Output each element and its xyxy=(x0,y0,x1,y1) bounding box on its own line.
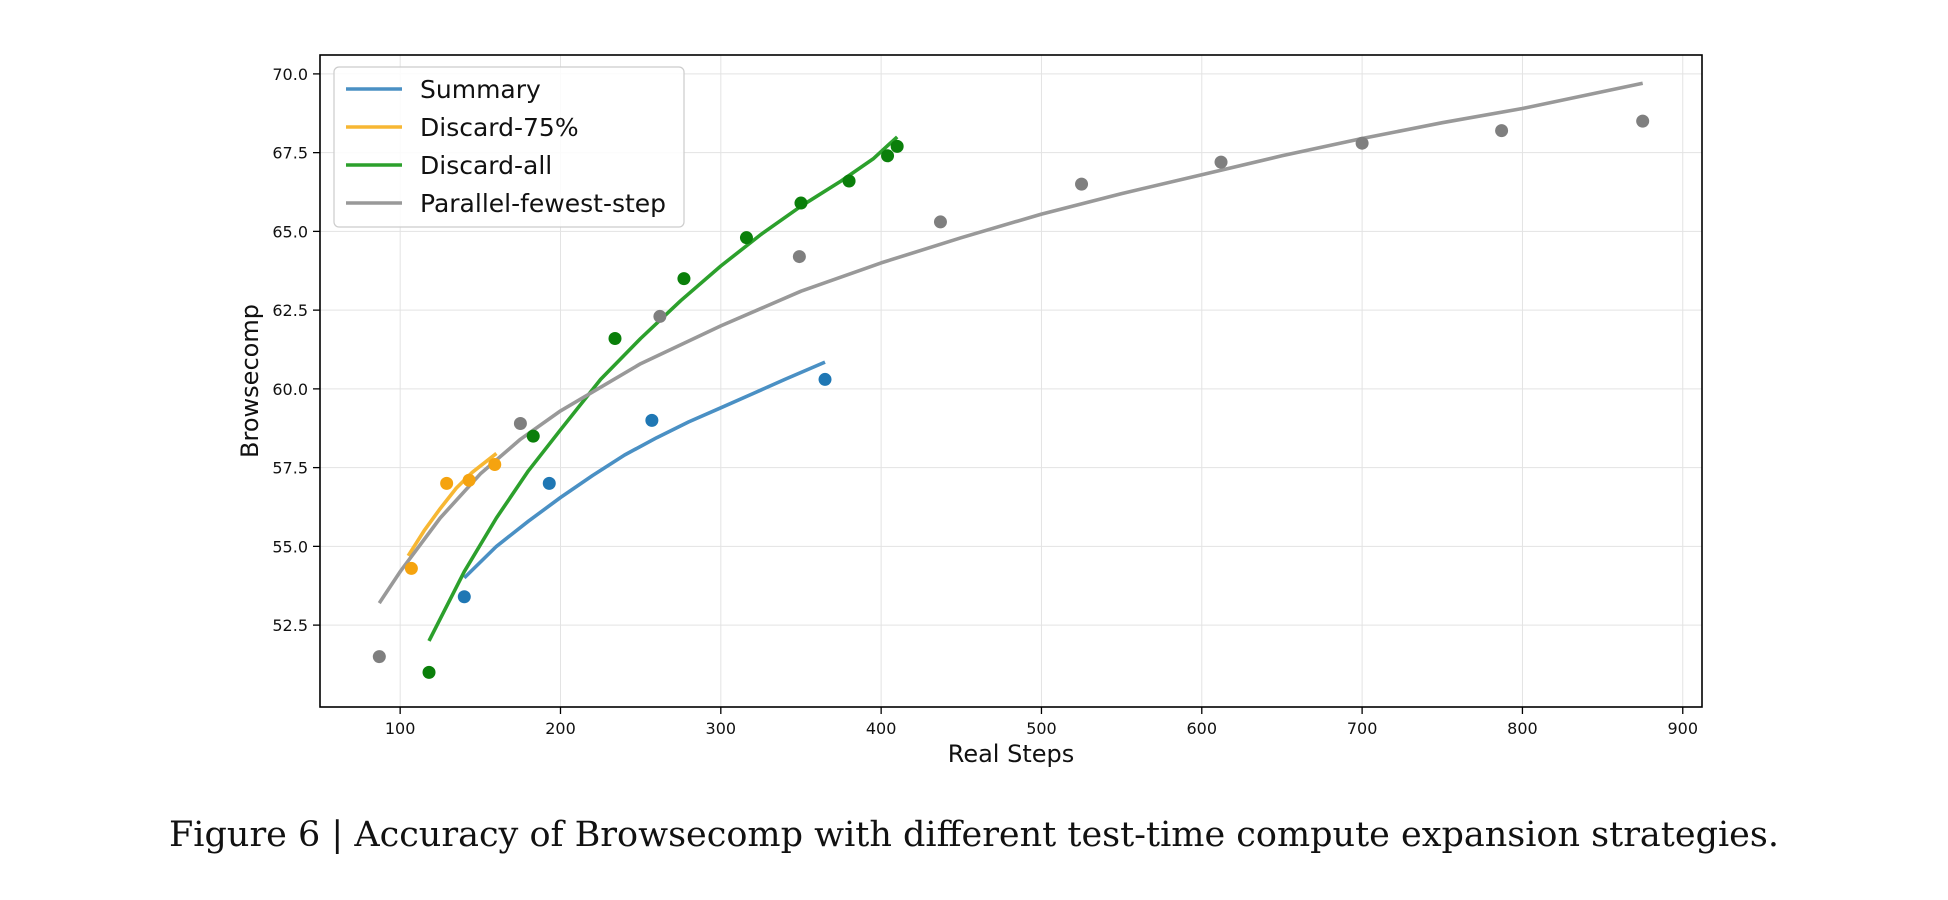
x-tick-label: 700 xyxy=(1347,719,1378,738)
plot-frame xyxy=(319,54,1703,708)
x-tick-label: 900 xyxy=(1667,719,1698,738)
point-parallel-fewest-step xyxy=(792,250,806,264)
point-discard-all xyxy=(881,149,895,163)
legend-label-discard-all: Discard-all xyxy=(420,151,552,180)
grid xyxy=(320,55,1702,707)
point-discard-all xyxy=(677,272,691,286)
x-tick-label: 800 xyxy=(1507,719,1538,738)
point-parallel-fewest-step xyxy=(513,417,527,431)
x-tick-label: 500 xyxy=(1026,719,1057,738)
legend: Summary Discard-75% Discard-all Parallel-fe… xyxy=(333,66,685,228)
x-tick-label: 200 xyxy=(545,719,576,738)
point-parallel-fewest-step xyxy=(653,309,667,323)
legend-label-discard-75: Discard-75% xyxy=(420,113,579,142)
y-tick-label: 70.0 xyxy=(272,65,308,84)
point-parallel-fewest-step xyxy=(933,215,947,229)
y-tick-label: 55.0 xyxy=(272,537,308,556)
y-tick-label: 65.0 xyxy=(272,222,308,241)
point-discard-all xyxy=(526,429,540,443)
point-parallel-fewest-step xyxy=(372,650,386,664)
point-summary xyxy=(457,590,471,604)
legend-label-parallel-fewest-step: Parallel-fewest-step xyxy=(420,189,666,218)
x-tick-label: 600 xyxy=(1187,719,1218,738)
y-tick-label: 62.5 xyxy=(272,301,308,320)
y-tick-label: 60.0 xyxy=(272,380,308,399)
point-discard-all xyxy=(422,665,436,679)
legend-box xyxy=(333,66,685,228)
fit-curve-discard-75 xyxy=(406,451,498,557)
point-discard-75 xyxy=(404,561,418,575)
point-parallel-fewest-step xyxy=(1075,177,1089,191)
point-discard-75 xyxy=(462,473,476,487)
x-tick-label: 400 xyxy=(866,719,897,738)
data-points xyxy=(372,114,1650,679)
point-parallel-fewest-step xyxy=(1636,114,1650,128)
x-tick-label: 100 xyxy=(385,719,416,738)
y-tick-label: 67.5 xyxy=(272,144,308,163)
point-discard-75 xyxy=(488,457,502,471)
y-axis-label: Browsecomp xyxy=(236,304,264,458)
x-axis-label: Real Steps xyxy=(948,740,1075,768)
point-discard-all xyxy=(608,331,622,345)
point-parallel-fewest-step xyxy=(1214,155,1228,169)
figure-caption: Figure 6 | Accuracy of Browsecomp with d… xyxy=(169,815,1779,855)
point-summary xyxy=(645,413,659,427)
point-summary xyxy=(542,476,556,490)
y-tick-label: 52.5 xyxy=(272,616,308,635)
browsecomp-chart: 100 200 300 400 500 600 700 800 900 52.5 55.0 57.5 6… xyxy=(236,54,1703,768)
point-discard-75 xyxy=(440,476,454,490)
point-discard-all xyxy=(739,231,753,245)
point-summary xyxy=(818,372,832,386)
point-discard-all xyxy=(890,139,904,153)
y-tick-label: 57.5 xyxy=(272,459,308,478)
axis-ticks: 100 200 300 400 500 600 700 800 900 52.5 55.0 57.5 6… xyxy=(272,65,1698,738)
fit-curve-summary xyxy=(463,360,826,580)
x-tick-label: 300 xyxy=(706,719,737,738)
point-parallel-fewest-step xyxy=(1355,136,1369,150)
point-discard-all xyxy=(794,196,808,210)
point-discard-all xyxy=(842,174,856,188)
point-parallel-fewest-step xyxy=(1495,124,1509,138)
legend-label-summary: Summary xyxy=(420,75,541,104)
